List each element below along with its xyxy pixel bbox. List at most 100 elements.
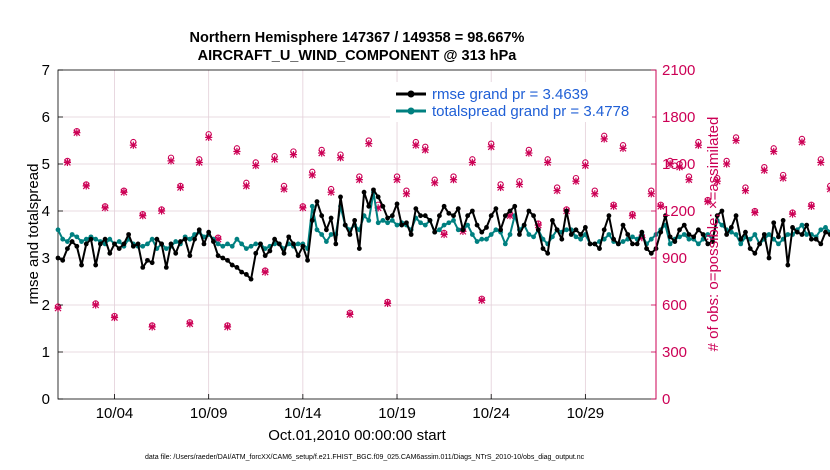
obs-assimilated-marker <box>346 310 354 318</box>
rmse-point <box>710 239 715 244</box>
rmse-point <box>399 222 405 228</box>
obs-assimilated-marker <box>525 149 533 157</box>
obs-assimilated-marker <box>807 202 815 210</box>
rmse-point <box>159 241 164 247</box>
obs-assimilated-marker <box>308 171 316 179</box>
obs-assimilated-marker <box>779 174 787 182</box>
totalspread-point <box>319 232 325 237</box>
rmse-point <box>74 243 80 249</box>
x-tick-label: 10/04 <box>96 405 134 422</box>
rmse-point <box>338 194 343 200</box>
rmse-point <box>347 232 353 237</box>
rmse-point <box>634 241 640 247</box>
totalspread-point <box>60 236 66 242</box>
rmse-point <box>743 229 748 235</box>
obs-assimilated-marker <box>120 188 128 196</box>
obs-assimilated-marker <box>704 198 712 206</box>
totalspread-point <box>248 243 254 249</box>
totalspread-point <box>677 234 682 240</box>
totalspread-point <box>804 232 810 237</box>
rmse-point <box>65 246 70 252</box>
obs-assimilated-marker <box>176 183 185 192</box>
obs-assimilated-marker <box>647 190 655 198</box>
rmse-point <box>107 250 113 256</box>
totalspread-point <box>564 227 569 233</box>
rmse-point <box>210 239 216 244</box>
rmse-point <box>813 236 819 242</box>
totalspread-point <box>69 232 75 237</box>
rmse-point <box>404 220 409 226</box>
totalspread-point <box>149 236 155 242</box>
obs-assimilated-marker <box>610 202 618 210</box>
totalspread-point <box>507 232 513 237</box>
obs-assimilated-marker <box>723 160 731 168</box>
rmse-point <box>408 232 414 237</box>
rmse-point <box>455 206 461 212</box>
rmse-point <box>154 236 160 242</box>
obs-assimilated-marker <box>355 176 363 184</box>
totalspread-point <box>309 203 315 209</box>
totalspread-point <box>380 218 386 223</box>
y-right-tick-label: 1800 <box>662 109 695 126</box>
obs-assimilated-marker <box>242 182 250 190</box>
obs-assimilated-marker <box>694 141 702 149</box>
rmse-point <box>234 265 240 270</box>
rmse-point <box>126 232 132 237</box>
rmse-point <box>484 225 489 230</box>
x-tick-label: 10/19 <box>378 405 416 422</box>
totalspread-point <box>531 234 536 240</box>
rmse-point <box>97 241 103 247</box>
rmse-point <box>258 241 263 247</box>
rmse-point <box>352 218 358 223</box>
obs-assimilated-marker <box>817 158 825 167</box>
x-tick-label: 10/29 <box>567 405 605 422</box>
chart-title-line-1: Northern Hemisphere 147367 / 149358 = 98… <box>190 30 525 46</box>
y-right-tick-label: 2100 <box>662 62 695 79</box>
y-left-tick-label: 3 <box>42 250 50 267</box>
rmse-point <box>291 241 296 247</box>
rmse-point <box>658 229 664 235</box>
rmse-point <box>630 241 635 247</box>
rmse-point <box>220 255 226 261</box>
totalspread-point <box>234 236 240 242</box>
rmse-point <box>752 250 758 256</box>
y-left-tick-label: 6 <box>42 109 50 126</box>
rmse-point <box>757 241 762 247</box>
rmse-point <box>215 253 221 259</box>
rmse-point <box>253 250 259 256</box>
rmse-point <box>785 262 791 268</box>
obs-assimilated-marker <box>223 323 232 331</box>
rmse-point <box>761 232 767 237</box>
totalspread-point <box>83 236 89 242</box>
totalspread-point <box>437 227 442 233</box>
obs-assimilated-marker <box>92 301 100 309</box>
rmse-point <box>667 234 673 240</box>
totalspread-point <box>474 239 480 244</box>
y-left-tick-label: 2 <box>42 297 50 314</box>
rmse-point <box>366 203 372 209</box>
rmse-point <box>272 236 277 242</box>
rmse-point <box>526 208 532 214</box>
rmse-point <box>625 232 631 237</box>
obs-assimilated-marker <box>770 147 778 156</box>
rmse-point <box>672 239 678 244</box>
totalspread-point <box>799 222 805 228</box>
rmse-point <box>639 229 645 235</box>
obs-assimilated-marker <box>544 158 552 167</box>
x-axis-label: Oct.01,2010 00:00:00 start <box>268 427 446 444</box>
totalspread-point <box>766 232 772 237</box>
rmse-point <box>620 222 626 228</box>
totalspread-point <box>738 241 744 247</box>
rmse-point <box>540 246 546 252</box>
rmse-point <box>437 213 442 219</box>
rmse-point <box>550 218 555 223</box>
x-tick-label: 10/09 <box>190 405 228 422</box>
obs-assimilated-marker <box>826 185 830 193</box>
rmse-point <box>130 243 136 249</box>
obs-assimilated-marker <box>157 207 166 215</box>
rmse-point <box>145 257 150 263</box>
rmse-point <box>248 276 254 282</box>
rmse-point <box>818 241 824 247</box>
rmse-point <box>705 241 711 247</box>
